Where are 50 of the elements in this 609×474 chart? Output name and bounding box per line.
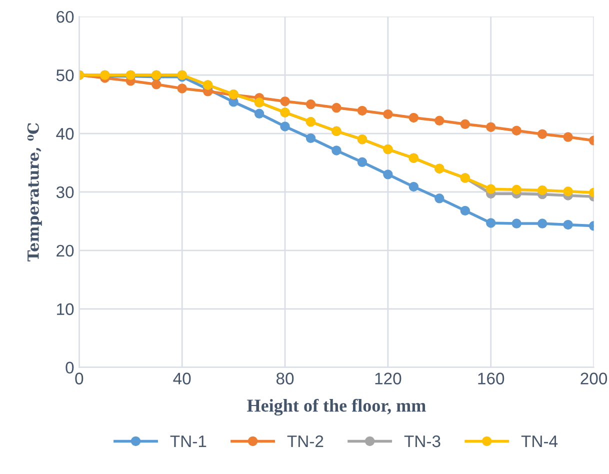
point: [434, 116, 444, 126]
x-tick-label: 0: [75, 372, 84, 384]
point: [486, 218, 496, 228]
point: [332, 146, 342, 156]
y-tick-label: 40: [56, 128, 74, 140]
point: [537, 218, 548, 228]
point: [486, 122, 496, 132]
point: [537, 129, 548, 139]
point: [332, 102, 342, 113]
x-tick-label: 80: [276, 372, 294, 384]
point: [563, 220, 573, 230]
point: [152, 80, 162, 90]
point: [280, 96, 290, 106]
point: [408, 182, 419, 192]
point: [177, 84, 187, 94]
y-tick-label: 10: [57, 303, 74, 316]
point: [563, 186, 573, 196]
legend-label: TN-2: [287, 435, 324, 448]
y-tick-label: 20: [56, 244, 74, 257]
point: [512, 184, 522, 194]
point: [563, 132, 573, 142]
y-axis-title: Temperature, ⁰C: [27, 123, 42, 262]
point: [537, 185, 548, 196]
point: [512, 126, 522, 136]
point: [306, 133, 316, 144]
y-tick-label: 60: [56, 10, 74, 23]
x-tick-label: 40: [173, 372, 191, 384]
point: [460, 119, 470, 130]
point: [460, 206, 470, 216]
point: [357, 106, 368, 116]
x-tick-label: 120: [375, 372, 402, 384]
legend-label: TN-3: [404, 435, 440, 448]
x-axis-title: Height of the floor, mm: [247, 398, 426, 416]
x-tick-label: 200: [580, 372, 608, 384]
point: [280, 122, 290, 132]
point: [357, 157, 368, 168]
point: [434, 194, 444, 204]
point: [512, 218, 522, 228]
x-tick-label: 160: [478, 372, 504, 384]
legend-label: TN-4: [521, 436, 558, 448]
point: [306, 99, 316, 110]
point: [383, 109, 393, 120]
point: [383, 170, 393, 180]
legend-label: TN-1: [170, 436, 206, 448]
y-tick-label: 30: [56, 186, 74, 198]
point: [486, 184, 496, 194]
y-tick-label: 0: [66, 362, 74, 374]
point: [254, 108, 264, 118]
point: [408, 112, 419, 123]
y-tick-label: 50: [56, 69, 74, 82]
